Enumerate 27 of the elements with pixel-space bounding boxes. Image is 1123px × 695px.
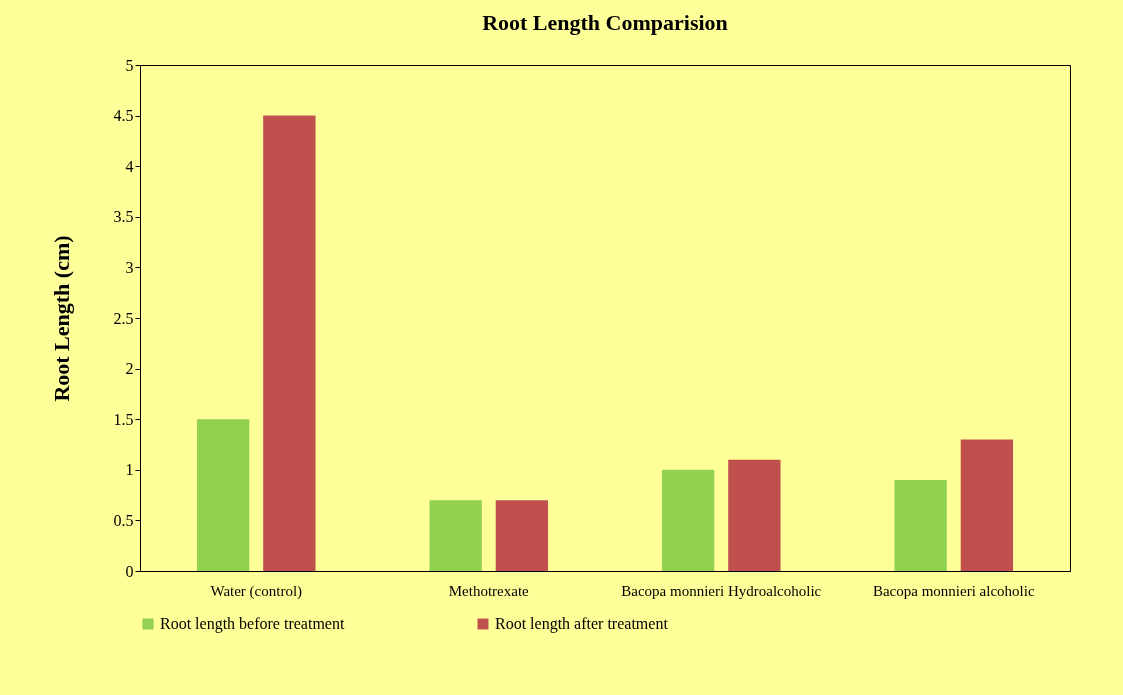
y-tick-label: 5: [125, 56, 134, 74]
x-tick-label: Water (control): [210, 582, 303, 600]
chart-title: Root Length Comparision: [482, 10, 728, 35]
y-tick-label: 2.5: [113, 309, 134, 327]
bar: [495, 500, 549, 571]
y-tick-label: 0.5: [113, 511, 134, 529]
y-tick-label: 1.5: [113, 410, 134, 428]
bar: [429, 500, 482, 571]
x-tick-label: Bacopa monnieri alcoholic: [872, 582, 1035, 599]
legend-label: Root length before treatment: [160, 615, 345, 633]
y-tick-label: 0: [125, 562, 134, 580]
bar: [196, 419, 250, 571]
y-tick-label: 1: [125, 461, 134, 479]
x-tick-label: Bacopa monnieri Hydroalcoholic: [621, 582, 822, 599]
legend-label: Root length after treatment: [495, 615, 669, 633]
y-tick-label: 2: [125, 360, 134, 378]
y-tick-label: 3: [125, 258, 134, 276]
y-tick-label: 4: [125, 157, 134, 175]
x-tick-label: Methotrexate: [448, 582, 530, 599]
bar: [960, 439, 1014, 571]
y-tick-label: 4.5: [113, 107, 134, 125]
y-axis-title: Root Length (cm): [48, 235, 74, 402]
bar: [894, 479, 947, 571]
y-tick-label: 3.5: [113, 208, 134, 226]
bar: [263, 115, 316, 571]
bar: [661, 469, 715, 571]
bar: [728, 459, 781, 571]
